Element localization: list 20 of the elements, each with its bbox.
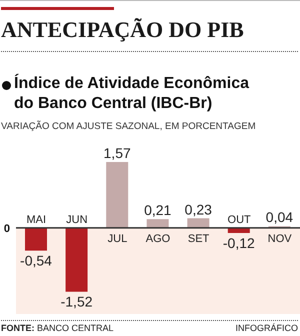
text: INFOGRÁFICO — [236, 323, 298, 333]
data-label: -0,12 — [222, 234, 256, 251]
data-label: -0,54 — [20, 252, 52, 269]
source-note: FONTE: BANCO CENTRAL — [1, 323, 114, 333]
data-label: -1,52 — [60, 294, 93, 310]
chart-subtitle: Índice de Atividade Econômica do Banco Central (IBC-Br) — [14, 74, 250, 114]
data-label: 0,04 — [266, 209, 294, 226]
x-tick-label: NOV — [268, 232, 292, 245]
data-label: 0,21 — [144, 202, 172, 218]
x-tick-label: AGO — [146, 232, 171, 245]
chart-title: ANTECIPAÇÃO DO PIB — [1, 17, 244, 43]
x-tick-label: JUN — [66, 214, 88, 226]
x-tick-label: OUT — [228, 214, 252, 226]
y-axis-title: VARIAÇÃO COM AJUSTE SAZONAL, EM PORCENTAGEM — [1, 121, 256, 132]
x-tick-label: JUL — [108, 232, 128, 245]
text: 0 — [4, 222, 10, 235]
data-label: 1,57 — [104, 145, 131, 161]
data-label: 0,23 — [184, 201, 212, 218]
x-tick-label: MAI — [26, 214, 46, 226]
x-tick-label: SET — [188, 232, 210, 245]
